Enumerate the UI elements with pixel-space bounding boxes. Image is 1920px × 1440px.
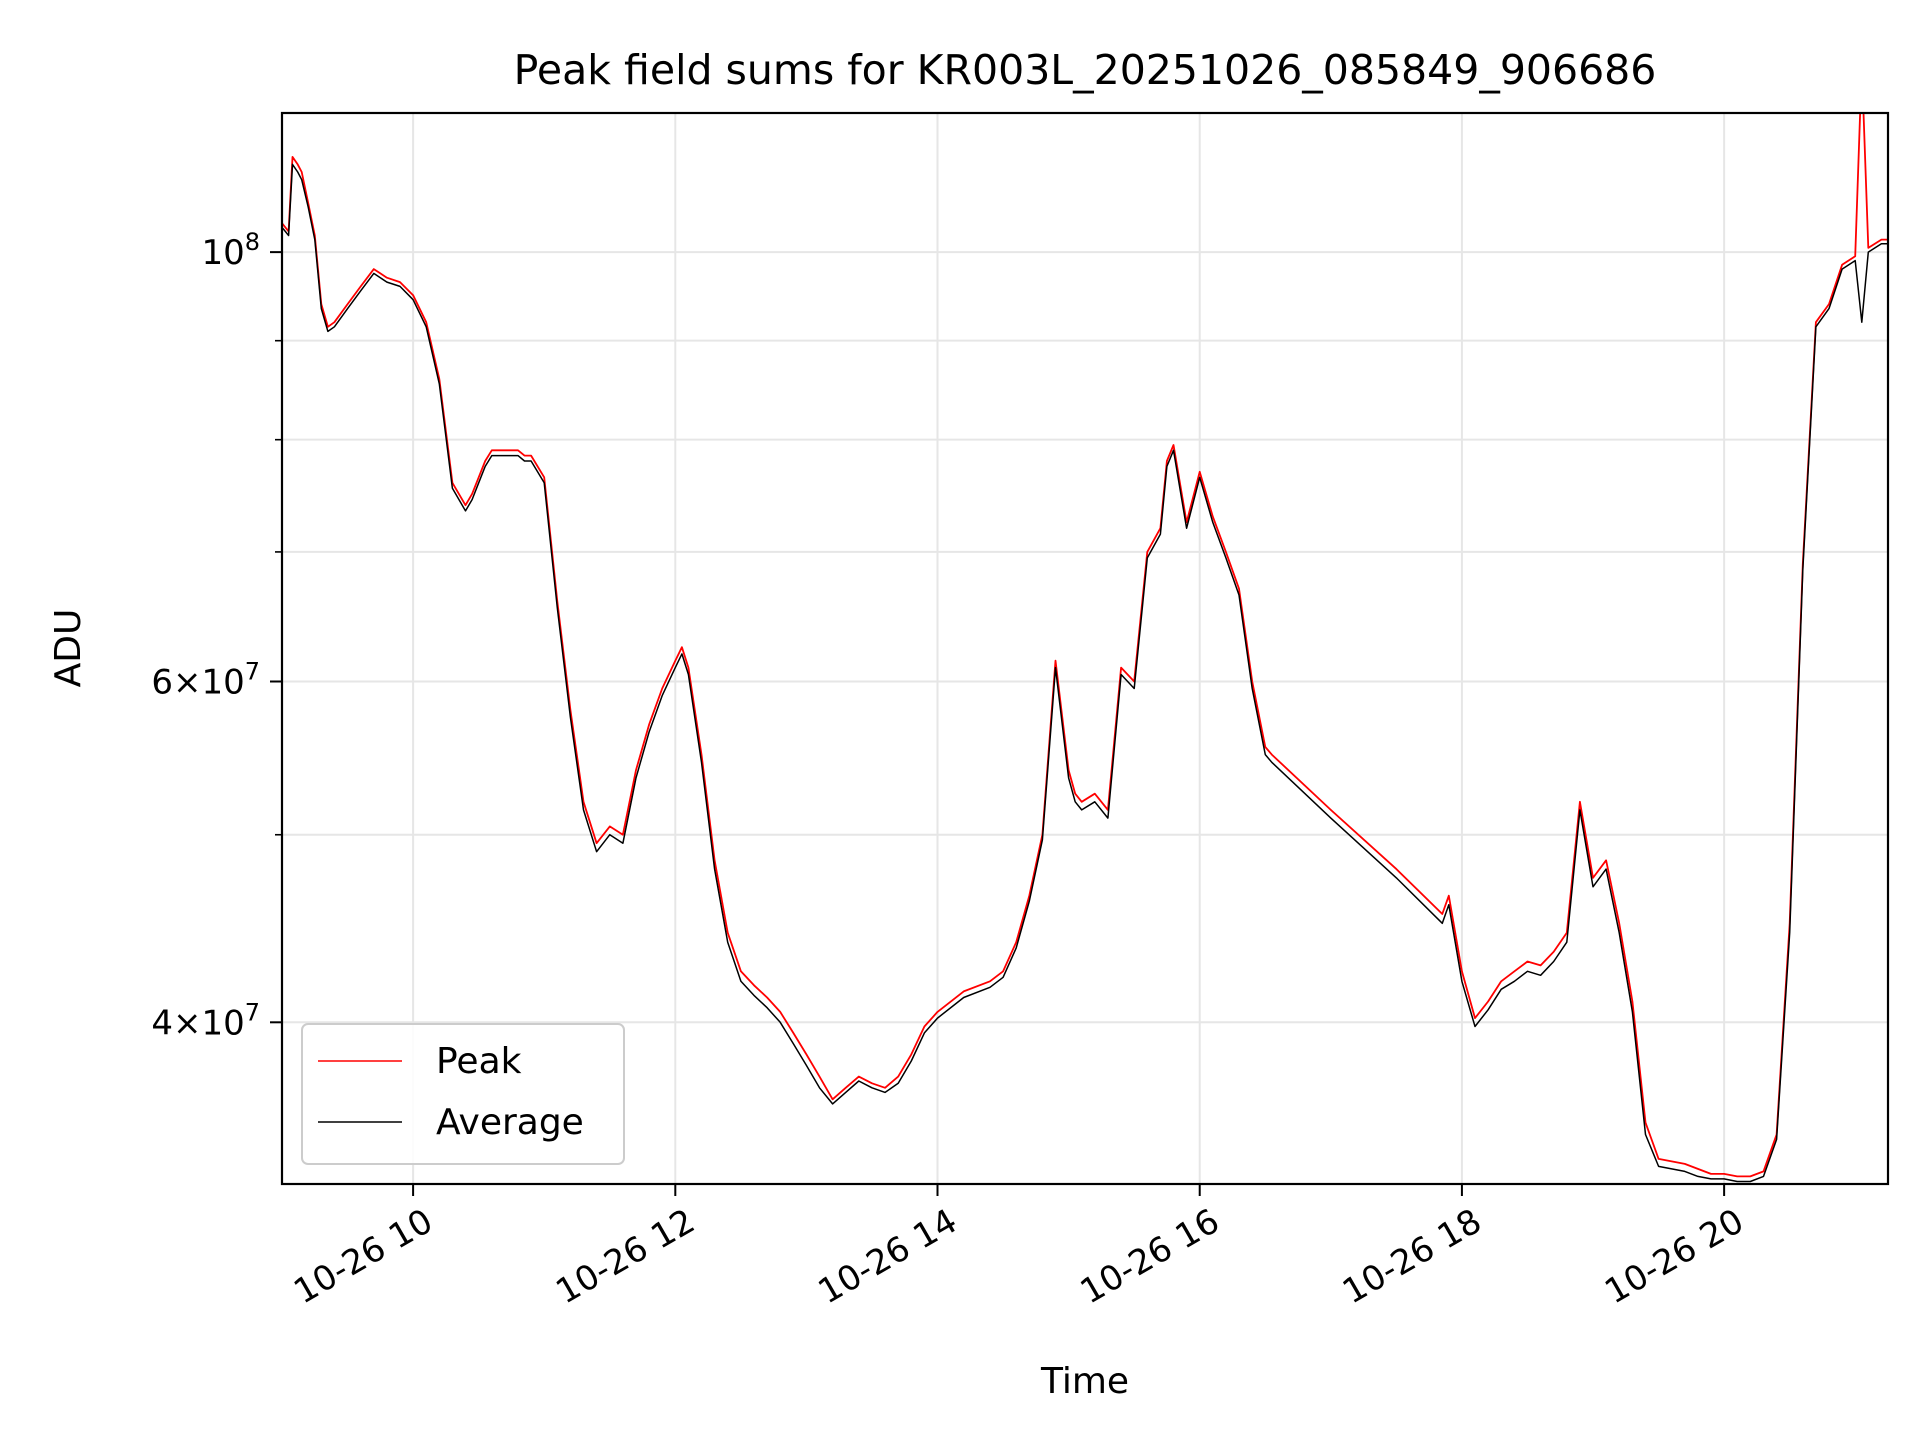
plot-frame [280, 111, 1890, 1186]
grid-layer [282, 113, 1888, 1184]
legend-box [301, 1023, 625, 1165]
chart-title: Peak field sums for KR003L_20251026_0858… [514, 46, 1657, 94]
series-line-average [282, 163, 1888, 1183]
legend: Peak Average [301, 1023, 625, 1165]
legend-label-average: Average [436, 1102, 584, 1143]
y-tick-label-1: 6×107 [151, 657, 260, 702]
y-tick-label-2: 108 [201, 228, 260, 273]
series-line-peak [282, 113, 1888, 1178]
x-axis-label: Time [1040, 1361, 1129, 1402]
y-tick-label-0: 4×107 [151, 998, 260, 1043]
y-axis-label: ADU [48, 609, 89, 688]
series-layer [282, 113, 1888, 1183]
legend-label-peak: Peak [436, 1041, 522, 1082]
